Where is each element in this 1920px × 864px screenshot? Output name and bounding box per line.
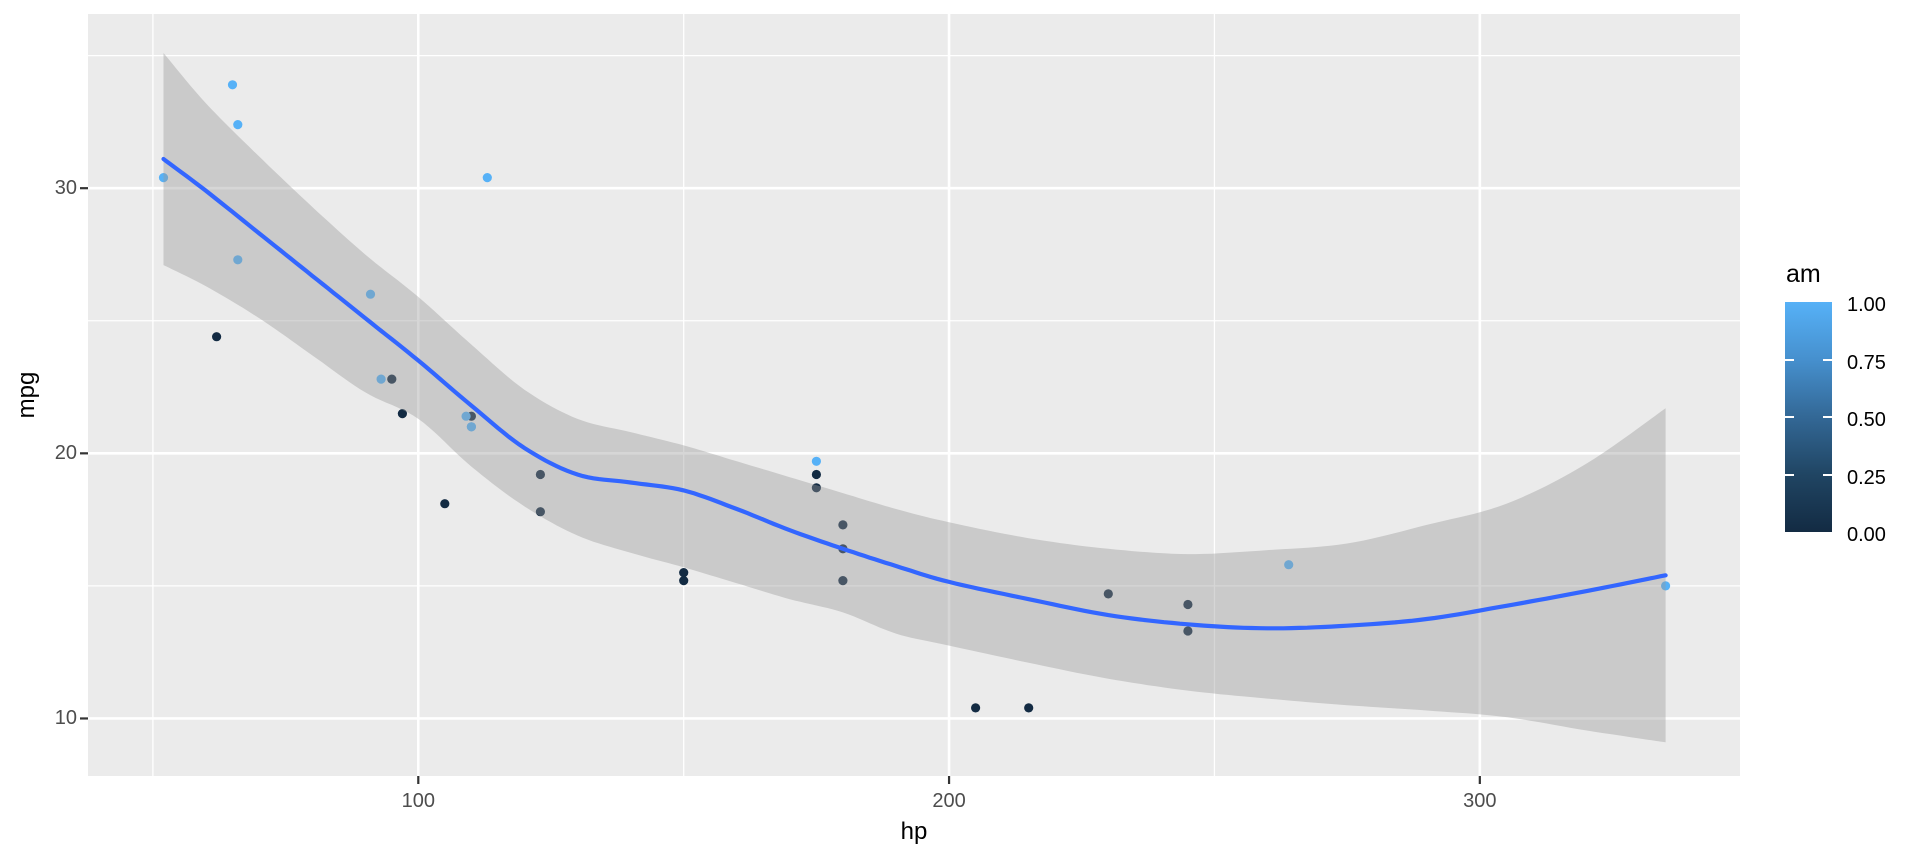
legend-label: 0.25 — [1847, 466, 1886, 489]
x-tick-label: 300 — [1463, 790, 1497, 812]
data-point — [679, 576, 689, 586]
data-point — [365, 289, 376, 299]
legend-label: 1.00 — [1847, 294, 1886, 316]
data-point — [376, 374, 386, 384]
data-point — [838, 576, 848, 586]
data-point — [1183, 599, 1193, 610]
smooth-line — [161, 156, 1668, 631]
data-point — [971, 703, 981, 713]
legend-bar-tick — [1823, 473, 1832, 476]
legend-label: 0.00 — [1847, 524, 1886, 546]
data-point — [679, 568, 689, 578]
legend-bar-tick — [1823, 416, 1832, 418]
data-point — [1661, 581, 1671, 591]
data-point — [811, 456, 822, 466]
legend-label: 0.50 — [1847, 409, 1886, 431]
scatter-points — [158, 80, 1671, 713]
plot-panel — [88, 14, 1740, 776]
data-point — [838, 520, 848, 530]
y-axis-title: mpg — [13, 371, 40, 419]
data-point — [212, 332, 222, 342]
data-point — [1183, 626, 1193, 636]
legend-bar-tick — [1785, 416, 1794, 418]
data-point — [466, 422, 476, 432]
legend-bar-tick — [1785, 473, 1794, 476]
data-point — [535, 507, 546, 517]
data-point — [397, 409, 407, 419]
data-point — [1284, 560, 1294, 570]
y-tick-label: 30 — [54, 177, 77, 200]
legend: am 1.00 0.75 0.50 0.25 0.00 — [1770, 250, 1920, 550]
legend-title: am — [1786, 260, 1821, 288]
data-point — [1103, 589, 1113, 599]
legend-gradient-bar — [1785, 302, 1832, 532]
data-layer — [158, 53, 1671, 743]
data-point — [440, 499, 450, 509]
legend-label: 0.75 — [1847, 351, 1886, 374]
axis-tick-marks — [80, 187, 1481, 784]
y-tick-label: 10 — [54, 707, 77, 730]
data-point — [158, 173, 169, 183]
data-point — [387, 374, 397, 384]
y-tick-label: 20 — [54, 442, 77, 465]
data-point — [1024, 703, 1034, 713]
data-point — [233, 255, 243, 265]
legend-bar-tick — [1823, 358, 1832, 361]
gridlines — [88, 14, 1740, 776]
x-axis-title: hp — [900, 818, 928, 845]
x-tick-label: 200 — [932, 790, 966, 812]
data-point — [811, 483, 822, 493]
x-tick-label: 100 — [401, 790, 435, 812]
data-point — [811, 469, 822, 480]
data-point — [233, 120, 243, 130]
data-point — [461, 411, 471, 421]
data-point — [227, 80, 238, 90]
confidence-ribbon — [163, 53, 1666, 743]
data-point — [535, 469, 546, 480]
legend-bar-tick — [1785, 358, 1794, 361]
data-point — [482, 173, 492, 183]
